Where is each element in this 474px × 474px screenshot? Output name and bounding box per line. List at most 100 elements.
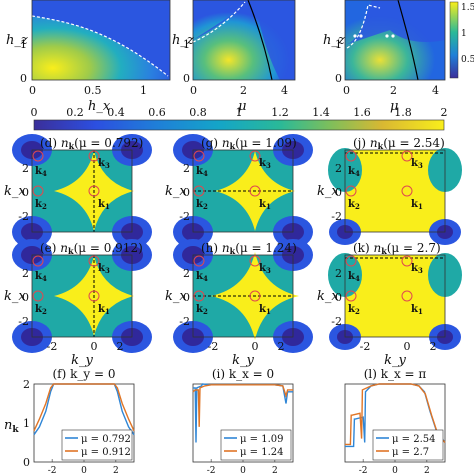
nk-xtick-0: -2 — [208, 340, 219, 353]
k-point-marker-1 — [32, 290, 44, 302]
line-chart-ylabel: nk — [4, 418, 19, 435]
heatmap-background — [345, 255, 445, 337]
k-label-k3: k3 — [98, 263, 110, 275]
nk-ytick-1: 0 — [22, 186, 29, 199]
nk-symbol: n — [370, 136, 378, 150]
k-label-k1: k1 — [98, 199, 110, 211]
colorbar-tick-labels: 0 0.2 0.4 0.6 0.8 1 1.2 1.4 1.6 1.8 2 — [31, 106, 448, 119]
k-label-k4: k4 — [35, 271, 47, 283]
k-point-marker-1 — [193, 185, 205, 197]
series-line-1 — [192, 384, 293, 427]
top-c-xlabel: μ — [390, 99, 398, 114]
k-label-subscript: 1 — [266, 202, 271, 211]
top-b-xtick-0: 0 — [190, 84, 197, 97]
panel-frame — [344, 149, 446, 233]
line-chart-row: (f) k_y = 0 nk 0 1 2 -2 0 2 μ = 0.792 μ = 0.912 (i… — [4, 367, 446, 474]
k-label-k1: k1 — [98, 304, 110, 316]
k-point-marker-2 — [401, 150, 413, 162]
panel-frame — [344, 254, 446, 338]
colorbar-tick-3: 0.6 — [148, 106, 166, 119]
main-colorbar: 0 0.2 0.4 0.6 0.8 1 1.2 1.4 1.6 1.8 2 — [31, 106, 448, 131]
k-label-k1: k1 — [411, 199, 423, 211]
small-colorbar-tick-0: 1.5 — [461, 3, 474, 13]
nk-ytick-0: 2 — [183, 162, 190, 175]
panel-frame — [192, 149, 294, 233]
nk-ytick-2: -2 — [18, 210, 29, 223]
nk-panel-title: (e) nk(μ = 0.912) — [40, 241, 143, 256]
line-xtick-1: 0 — [392, 466, 398, 474]
colorbar-tick-7: 1.4 — [312, 106, 330, 119]
top-c-ytick-0: 0 — [335, 72, 342, 85]
k-label-subscript: 2 — [355, 202, 360, 211]
line-xtick-1: 0 — [240, 466, 246, 474]
k-label-k4: k4 — [196, 166, 208, 178]
nk-ytick-1: 0 — [22, 291, 29, 304]
nk-ytick-0: 2 — [22, 162, 29, 175]
nk-mu: (μ = 0.792) — [74, 136, 143, 150]
k-point-marker-0 — [345, 150, 357, 162]
small-colorbar: 1.5 1 0.5 — [449, 1, 474, 79]
top-panel-b: h_z 1 0 0 2 4 μ — [172, 0, 296, 114]
line-xtick-0: -2 — [359, 466, 368, 474]
k-point-marker-1 — [345, 185, 357, 197]
nk-xtick-2: 2 — [430, 340, 437, 353]
k-label-k1: k1 — [259, 304, 271, 316]
k-label-k2: k2 — [35, 304, 47, 316]
k-label-subscript: 1 — [266, 307, 271, 316]
legend-label-1: μ = 0.912 — [81, 447, 131, 458]
k-point-marker-2 — [249, 150, 261, 162]
legend-label-0: μ = 2.54 — [392, 434, 436, 445]
k-point-marker-0 — [32, 255, 44, 267]
k-label-k2: k2 — [348, 304, 360, 316]
nk-ytick-0: 2 — [22, 267, 29, 280]
k-label-subscript: 4 — [355, 169, 360, 178]
nk-panel-title: (k) nk(μ = 2.7) — [353, 241, 441, 256]
nk-ytick-2: -2 — [179, 315, 190, 328]
line-ytick-1: 1 — [23, 417, 30, 430]
k-point-marker-0 — [345, 255, 357, 267]
k-label-k1: k1 — [259, 199, 271, 211]
nk-ylabel: k_x — [165, 289, 187, 304]
k-label-k3: k3 — [98, 158, 110, 170]
k-label-subscript: 4 — [42, 169, 47, 178]
k-label-subscript: 4 — [355, 274, 360, 283]
k-label-k2: k2 — [35, 199, 47, 211]
nk-ytick-2: -2 — [331, 210, 342, 223]
nk-ylabel: k_x — [317, 289, 339, 304]
legend-box — [372, 429, 444, 461]
line-ytick-2: 2 — [23, 378, 30, 391]
k-point-marker-3 — [88, 185, 100, 197]
k-label-subscript: 4 — [203, 274, 208, 283]
k-label-subscript: 2 — [42, 202, 47, 211]
panel-frame — [31, 149, 133, 233]
nk-panel-title: (j) nk(μ = 2.54) — [353, 136, 445, 151]
top-a-ylabel: h_z — [6, 33, 28, 48]
nk-panel-title: (d) nk(μ = 0.792) — [40, 136, 143, 151]
nk-subscript: k — [378, 141, 384, 151]
nk-ylabel: k_x — [165, 184, 187, 199]
line-chart-title: (l) k_x = π — [364, 367, 427, 381]
small-colorbar-tick-2: 0.5 — [461, 55, 474, 65]
nk-symbol: n — [222, 241, 230, 255]
k-point-marker-0 — [193, 150, 205, 162]
nk-subscript: k — [68, 246, 74, 256]
k-point-marker-1 — [345, 290, 357, 302]
k-label-subscript: 4 — [42, 274, 47, 283]
k-point-marker-1 — [193, 290, 205, 302]
top-a-ytick-0: 0 — [20, 72, 27, 85]
top-a-xtick-1: 0.5 — [84, 84, 102, 97]
nk-ylabel: k_x — [4, 289, 26, 304]
k-label-subscript: 1 — [418, 202, 423, 211]
top-b-ylabel: h_z — [172, 33, 194, 48]
k-label-subscript: 3 — [105, 266, 110, 275]
nk-mu: (μ = 2.54) — [383, 136, 445, 150]
k-label-k3: k3 — [259, 263, 271, 275]
k-label-k3: k3 — [259, 158, 271, 170]
series-line-1 — [33, 383, 135, 432]
line-chart-title: (f) k_y = 0 — [53, 367, 116, 381]
k-label-subscript: 3 — [266, 161, 271, 170]
